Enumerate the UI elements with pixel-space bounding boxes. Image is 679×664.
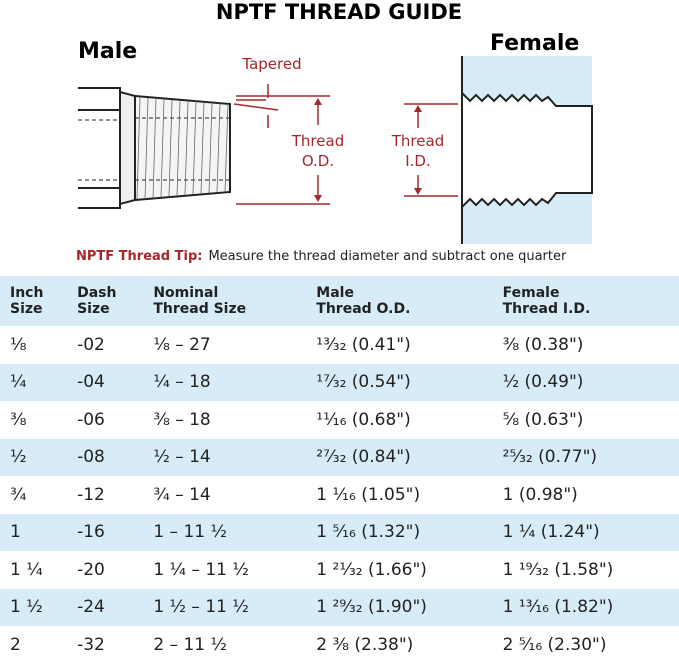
header-text: Nominal: [153, 285, 219, 301]
table-cell: -08: [67, 438, 144, 476]
table-cell: 2 – 11 ½: [153, 634, 227, 655]
table-cell: ½: [0, 438, 68, 476]
column-header: Nominal Thread Size: [143, 276, 307, 326]
table-cell: 1 ¼: [10, 559, 43, 580]
column-header: Inch Size: [0, 276, 68, 326]
tapered-label: Tapered: [241, 55, 301, 73]
column-header: Female Thread I.D.: [492, 276, 679, 326]
table-row: ¼ -04 ¼ – 18 ¹⁷⁄₃₂ (0.54") ½ (0.49"): [0, 363, 679, 401]
table-row: ¾ -12 ¾ – 14 1 ¹⁄₁₆ (1.05") 1 (0.98"): [0, 476, 679, 514]
thread-od-label: Thread: [291, 132, 344, 150]
header-text: Female: [502, 285, 560, 301]
table-cell: -24: [67, 588, 144, 626]
tip-text: Measure the thread diameter and subtract…: [208, 249, 567, 264]
table-cell: 2: [10, 634, 21, 655]
table-cell: 1: [0, 513, 68, 551]
header-text: Thread Size: [153, 301, 247, 317]
header-text: Size: [77, 301, 110, 317]
table-cell: ¾ – 14: [153, 484, 211, 505]
table-cell: 2 ⁵⁄₁₆ (2.30"): [502, 634, 607, 655]
table-cell: 1 ¹³⁄₁₆ (1.82"): [492, 588, 679, 626]
table-row: 2 -32 2 – 11 ½ 2 ⅜ (2.38") 2 ⁵⁄₁₆ (2.30"): [0, 626, 679, 664]
title: NPTF THREAD GUIDE: [216, 0, 462, 24]
table-cell: 1 ¼ – 11 ½: [153, 559, 249, 580]
table-cell: 1 ⁵⁄₁₆ (1.32"): [306, 513, 493, 551]
table-cell: ⅛ – 27: [153, 334, 211, 355]
table-cell: ¹⁷⁄₃₂ (0.54"): [306, 363, 493, 401]
table-cell: ⅜: [10, 409, 27, 430]
table-cell: ¼ – 18: [143, 363, 307, 401]
table-cell: ⅜ (0.38"): [502, 334, 584, 355]
thread-table: Inch Size Dash Size Nominal Thread Size Male Th…: [0, 276, 679, 664]
thread-hatch: [136, 96, 229, 200]
table-cell: 1 – 11 ½: [143, 513, 307, 551]
thread-id-label: Thread: [391, 132, 444, 150]
table-cell: ⅝ (0.63"): [502, 409, 584, 430]
table-row: 1 ¼ -20 1 ¼ – 11 ½ 1 ²¹⁄₃₂ (1.66") 1 ¹⁹⁄₃₂ (…: [0, 551, 679, 589]
column-header: Dash Size: [67, 276, 144, 326]
table-cell: 2 ⅜ (2.38"): [316, 634, 414, 655]
table-cell: 1 ½ – 11 ½: [143, 588, 307, 626]
table-row: ⅜ -06 ⅜ – 18 ¹¹⁄₁₆ (0.68") ⅝ (0.63"): [0, 401, 679, 439]
male-label: Male: [78, 39, 137, 64]
female-fitting: [461, 56, 593, 244]
table-cell: ²⁵⁄₃₂ (0.77"): [492, 438, 679, 476]
table-cell: ⅜ – 18: [153, 409, 211, 430]
female-label: Female: [490, 31, 579, 56]
table-cell: ¹³⁄₃₂ (0.41"): [316, 334, 411, 355]
tip-label: NPTF Thread Tip:: [76, 249, 203, 264]
table-cell: ¼: [0, 363, 68, 401]
table-cell: -04: [67, 363, 144, 401]
table-cell: -20: [77, 559, 105, 580]
header-row: Inch Size Dash Size Nominal Thread Size Male Th…: [0, 276, 679, 326]
table-row: ⅛ -02 ⅛ – 27 ¹³⁄₃₂ (0.41") ⅜ (0.38"): [0, 326, 679, 364]
thread-id-label: I.D.: [405, 152, 431, 170]
header-text: Thread I.D.: [502, 301, 591, 317]
thread-od-label: O.D.: [302, 152, 334, 170]
header-text: Male: [316, 285, 354, 301]
table-cell: 1 ¼ (1.24"): [492, 513, 679, 551]
table-cell: 1 ²¹⁄₃₂ (1.66"): [316, 559, 427, 580]
table-cell: -02: [77, 334, 105, 355]
male-fitting: [78, 87, 231, 209]
tip: NPTF Thread Tip: Measure the thread diame…: [76, 249, 566, 264]
table-cell: 1 ¹⁄₁₆ (1.05"): [316, 484, 421, 505]
table-cell: ¹¹⁄₁₆ (0.68"): [316, 409, 411, 430]
table-cell: ²⁷⁄₃₂ (0.84"): [306, 438, 493, 476]
table-cell: ½ (0.49"): [492, 363, 679, 401]
table-cell: ¾: [10, 484, 27, 505]
header-text: Inch: [10, 285, 44, 301]
table-cell: -06: [77, 409, 105, 430]
table-cell: 1 ¹⁹⁄₃₂ (1.58"): [502, 559, 614, 580]
column-header: Male Thread O.D.: [306, 276, 493, 326]
diagram: NPTF THREAD GUIDE Male Female Tapered Th…: [78, 0, 593, 244]
table-cell: -32: [77, 634, 105, 655]
table-cell: 1 ²⁹⁄₃₂ (1.90"): [306, 588, 493, 626]
male-dimension: [233, 84, 330, 205]
table-cell: -12: [77, 484, 105, 505]
table-cell: ½ – 14: [143, 438, 307, 476]
header-text: Size: [10, 301, 43, 317]
male-labels: Tapered Thread O.D. Thread I.D.: [241, 55, 444, 170]
table-cell: 1 ½: [0, 588, 68, 626]
table-cell: 1 (0.98"): [502, 484, 578, 505]
header-text: Dash: [77, 285, 117, 301]
table-cell: -16: [67, 513, 144, 551]
female-dimension: [404, 103, 458, 197]
table-row: ½ -08 ½ – 14 ²⁷⁄₃₂ (0.84") ²⁵⁄₃₂ (0.77"): [0, 438, 679, 476]
table-cell: ⅛: [10, 334, 27, 355]
header-text: Thread O.D.: [316, 301, 411, 317]
